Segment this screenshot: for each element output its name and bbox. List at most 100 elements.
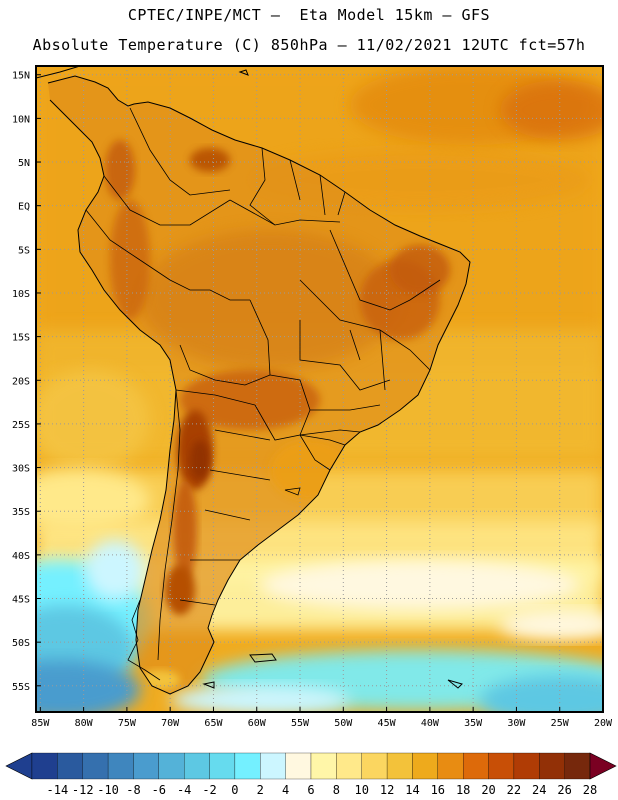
longitude-labels: 85W 80W 75W 70W 65W 60W 55W 50W 45W 40W 35W 30W 25W 2… [31,707,613,729]
island-4 [202,681,215,689]
colorbar-swatch [412,752,438,780]
colorbar-label: 18 [456,783,470,797]
colorbar-swatch [361,752,388,780]
map-frame [35,65,604,713]
lon-tick-label: 55W [291,718,310,729]
lon-tick-label: 70W [161,718,180,729]
colorbar-label: 0 [231,783,238,797]
colorbar-swatch [260,752,286,780]
colorbar-label: 26 [557,783,571,797]
temperature-field [36,66,603,712]
lon-tick-label: 20W [594,718,613,729]
colorbar-label: -12 [72,783,94,797]
colorbar-label: -4 [177,783,191,797]
border-colombia-south [103,175,231,226]
border-guianas [289,159,346,216]
lake-laguna [284,487,301,496]
patagonia-fjords [127,599,161,681]
lat-tick-label: 15S [12,333,30,344]
colorbar-label: 8 [333,783,340,797]
lon-tick-label: 50W [334,718,353,729]
colorbar: -14 -12 -10 -8 -6 -4 -2 0 2 4 6 8 10 12 14 16 18 20 22 24 26… [5,752,617,797]
colorbar-swatch [539,752,565,780]
colorbar-label: 4 [282,783,289,797]
lat-tick-label: 10S [12,289,30,300]
colorbar-label: -6 [152,783,166,797]
colorbar-swatch [488,752,515,780]
chart-title: CPTEC/INPE/MCT – Eta Model 15km – GFS [127,6,491,24]
colorbar-label: 28 [583,783,597,797]
colorbar-swatch [285,752,312,780]
colorbar-swatch [437,752,464,780]
lon-tick-label: 40W [421,718,440,729]
latitude-labels: 15N 10N 5N EQ 5S 10S 15S 20S 25S 30S 35S 40S 45S 50S 5… [12,71,41,693]
border-ecuador-peru [85,209,141,261]
chart-subtitle: Absolute Temperature (C) 850hPa – 11/02/… [32,36,586,54]
border-paraguay [254,374,311,441]
lon-tick-label: 85W [31,718,50,729]
lat-tick-label: 10N [12,114,30,125]
lon-tick-label: 45W [378,718,397,729]
colorbar-under-arrow [5,752,33,780]
colorbar-label: -10 [97,783,119,797]
states-argentina [179,429,271,606]
colorbar-over-arrow [589,752,617,780]
border-uruguay [299,434,331,471]
border-peru-brazil [139,259,250,301]
lat-tick-label: 5S [18,245,30,256]
colorbar-swatch [57,752,83,780]
colorbar-label: 6 [307,783,314,797]
colorbar-swatch [209,752,236,780]
lon-tick-label: 60W [248,718,267,729]
colorbar-swatch [310,752,337,780]
lat-tick-label: 55S [12,682,30,693]
colorbar-swatch [386,752,413,780]
border-bolivia [179,299,271,386]
lat-tick-label: 50S [12,638,30,649]
colorbar-swatch [184,752,210,780]
colorbar-swatch [513,752,540,780]
lon-tick-label: 25W [551,718,570,729]
colorbar-swatch [158,752,185,780]
lat-tick-label: 40S [12,551,30,562]
lat-tick-label: 5N [18,158,30,169]
colorbar-label: 24 [532,783,546,797]
colorbar-label: -8 [126,783,140,797]
lat-tick-label: 15N [12,71,30,82]
colorbar-swatch [133,752,159,780]
states-brazil-2 [299,320,391,391]
border-argentina-north [175,389,346,446]
lat-tick-label: EQ [18,202,30,213]
lat-tick-label: 20S [12,376,30,387]
colorbar-label: 10 [355,783,369,797]
colorbar-swatch [336,752,362,780]
colorbar-label: 14 [405,783,419,797]
lat-tick-label: 25S [12,420,30,431]
lon-tick-label: 35W [464,718,483,729]
lat-tick-label: 35S [12,507,30,518]
island-1 [238,69,249,76]
lat-tick-label: 45S [12,595,30,606]
colorbar-label: 16 [431,783,445,797]
colorbar-label: -2 [202,783,216,797]
south-america-coastline [47,75,471,695]
lon-tick-label: 30W [507,718,526,729]
lon-tick-label: 65W [204,718,223,729]
lon-tick-label: 75W [118,718,137,729]
island-2 [249,653,277,663]
coastlines [36,66,471,695]
colorbar-label: 20 [481,783,495,797]
colorbar-label: 12 [380,783,394,797]
colorbar-swatch [463,752,489,780]
colorbar-label: 22 [507,783,521,797]
colorbar-label: -14 [47,783,69,797]
border-venezuela-guyana [249,147,276,226]
colorbar-swatch [564,752,591,780]
states-brazil-3 [299,404,381,436]
island-3 [447,679,463,689]
border-brazil-north [229,199,341,226]
caribbean-coast [36,66,81,79]
colorbar-swatch [107,752,134,780]
lat-tick-label: 30S [12,464,30,475]
